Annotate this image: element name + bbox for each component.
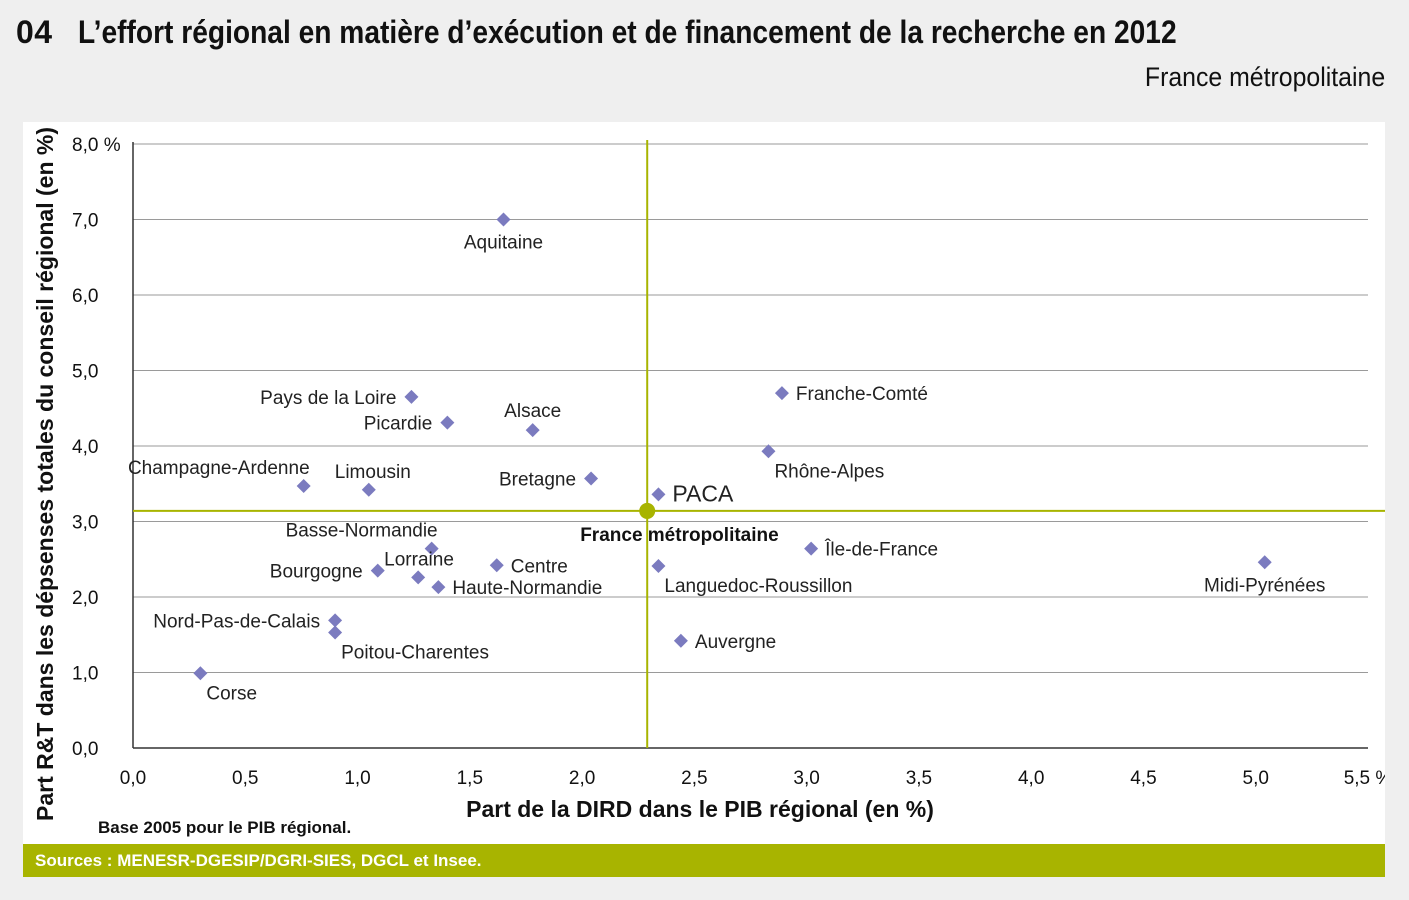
y-tick-label: 6,0 xyxy=(72,286,98,307)
data-point-label: Nord-Pas-de-Calais xyxy=(153,611,320,632)
data-point-label: Île-de-France xyxy=(824,539,938,561)
data-point-label: Corse xyxy=(206,683,257,704)
data-point-label: Limousin xyxy=(335,462,411,483)
data-point-label: Auvergne xyxy=(695,632,776,653)
y-tick-label: 4,0 xyxy=(72,437,98,458)
y-tick-label: 5,0 xyxy=(72,362,98,383)
y-tick-label: 2,0 xyxy=(72,588,98,609)
sources-text: Sources : MENESR-DGESIP/DGRI-SIES, DGCL … xyxy=(35,851,482,870)
figure-title: L’effort régional en matière d’exécution… xyxy=(78,14,1177,50)
data-point-label: Champagne-Ardenne xyxy=(128,458,310,479)
data-point-label: Haute-Normandie xyxy=(452,578,602,599)
data-point xyxy=(496,212,511,227)
x-tick-label: 5,5 % xyxy=(1344,768,1385,789)
data-point xyxy=(404,389,419,404)
data-point xyxy=(774,386,789,401)
data-point-label: Franche-Comté xyxy=(796,384,928,405)
data-point-label: Picardie xyxy=(364,414,433,435)
x-tick-label: 2,0 xyxy=(569,768,595,789)
y-tick-label: 8,0 % xyxy=(72,135,121,156)
data-point-label: Lorraine xyxy=(384,549,454,570)
data-point xyxy=(651,487,666,502)
x-tick-label: 0,5 xyxy=(232,768,258,789)
y-tick-label: 7,0 xyxy=(72,211,98,232)
x-tick-label: 4,5 xyxy=(1130,768,1156,789)
data-point-label: Basse-Normandie xyxy=(286,521,438,542)
data-point-label: Pays de la Loire xyxy=(260,388,396,409)
data-point xyxy=(651,559,666,574)
x-tick-label: 3,5 xyxy=(906,768,932,789)
data-point-label: PACA xyxy=(672,480,734,506)
x-tick-label: 0,0 xyxy=(120,768,146,789)
chart-note: Base 2005 pour le PIB régional. xyxy=(98,818,352,837)
figure-subtitle: France métropolitaine xyxy=(1144,62,1385,92)
sources-bar: Sources : MENESR-DGESIP/DGRI-SIES, DGCL … xyxy=(23,844,1385,877)
y-tick-label: 3,0 xyxy=(72,513,98,534)
reference-label: France métropolitaine xyxy=(580,525,779,546)
x-tick-label: 1,5 xyxy=(457,768,483,789)
data-point-label: Languedoc-Roussillon xyxy=(664,576,852,597)
data-point xyxy=(328,613,343,628)
data-point xyxy=(440,415,455,430)
data-point xyxy=(193,666,208,681)
figure-number: 04 xyxy=(16,14,53,50)
y-axis-title: Part R&T dans les dépsenses totales du c… xyxy=(32,127,58,821)
data-point xyxy=(673,633,688,648)
data-point xyxy=(411,570,426,585)
data-point-label: Rhône-Alpes xyxy=(774,461,884,482)
data-point xyxy=(1257,555,1272,570)
x-tick-label: 3,0 xyxy=(793,768,819,789)
data-point xyxy=(525,423,540,438)
y-tick-label: 0,0 xyxy=(72,739,98,760)
data-point-label: Midi-Pyrénées xyxy=(1204,575,1325,596)
data-point-label: Alsace xyxy=(504,401,561,422)
data-point xyxy=(489,558,504,573)
data-point-label: Bourgogne xyxy=(270,562,363,583)
data-point xyxy=(361,482,376,497)
x-tick-label: 5,0 xyxy=(1243,768,1269,789)
chart-panel: 0,0 1,0 2,0 3,0 4,0 5,0 6,0 7,0 8,0 % 0,0 0,5 1,0 1,… xyxy=(23,122,1385,844)
data-point-label: Centre xyxy=(511,556,568,577)
data-point xyxy=(424,541,439,556)
reference-point xyxy=(639,502,656,519)
x-tick-label: 1,0 xyxy=(344,768,370,789)
data-point xyxy=(761,444,776,459)
data-point xyxy=(584,471,599,486)
data-point xyxy=(370,563,385,578)
data-point-label: Aquitaine xyxy=(464,233,543,254)
y-tick-label: 1,0 xyxy=(72,664,98,685)
data-point xyxy=(804,541,819,556)
scatter-chart: 0,0 1,0 2,0 3,0 4,0 5,0 6,0 7,0 8,0 % 0,0 0,5 1,0 1,… xyxy=(32,127,1385,822)
x-axis-title: Part de la DIRD dans le PIB régional (en… xyxy=(466,796,934,822)
x-tick-label: 4,0 xyxy=(1018,768,1044,789)
data-point xyxy=(328,625,343,640)
x-tick-label: 2,5 xyxy=(681,768,707,789)
data-point xyxy=(431,580,446,595)
data-point-label: Poitou-Charentes xyxy=(341,642,489,663)
data-point-label: Bretagne xyxy=(499,469,576,490)
data-point xyxy=(296,479,311,494)
